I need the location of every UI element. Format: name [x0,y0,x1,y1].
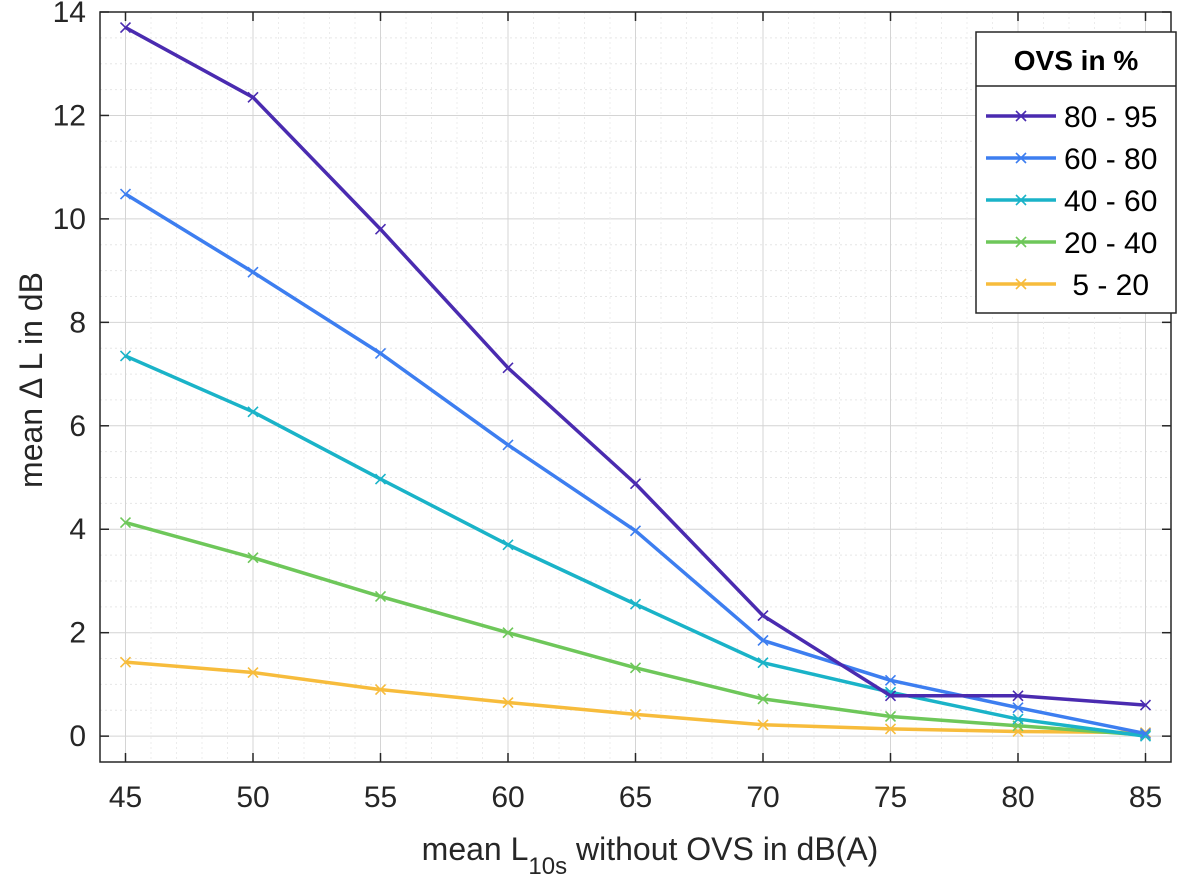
data-point-marker [1139,699,1152,711]
data-point-marker [757,634,769,647]
legend-item: 80 - 95 [986,101,1157,134]
legend-item: 5 - 20 [986,269,1149,302]
x-tick-label: 45 [109,781,142,814]
x-axis-label-rest: without OVS in dB(A) [567,831,878,867]
x-tick-label: 60 [491,781,524,814]
data-point-marker [629,478,642,490]
data-point-marker [374,223,387,235]
legend-title: OVS in % [1014,45,1139,76]
data-point-marker [1139,727,1152,740]
x-tick-label: 65 [619,781,652,814]
legend-item: 40 - 60 [986,185,1157,218]
data-point-marker [629,525,642,537]
data-point-marker [884,710,897,723]
legend-swatch-marker [1015,278,1027,290]
data-point-marker [629,708,642,720]
series-5-20 [119,656,1152,739]
x-tick-label: 80 [1001,781,1034,814]
data-point-marker [1012,702,1024,714]
axis-ticks: 0 2 4 6 8 10 12 14 45 50 55 60 65 70 75 80 85 [53,0,1171,814]
y-tick-label: 10 [53,203,86,236]
y-tick-label: 0 [69,720,86,753]
y-tick-label: 4 [69,513,86,546]
legend-label: 20 - 40 [1064,227,1157,260]
data-point-marker [247,406,259,418]
data-point-marker [502,539,514,551]
x-tick-label: 70 [746,781,779,814]
data-point-marker [884,723,897,735]
data-point-marker [502,627,514,639]
data-point-marker [1012,713,1024,725]
legend: OVS in % 80 - 95 60 - 80 40 - 60 20 - 40 5 … [975,31,1177,314]
data-point-marker [757,693,769,705]
data-point-marker [247,552,259,564]
data-point-marker [119,656,132,668]
data-point-marker [1012,690,1024,702]
data-point-marker [884,674,897,686]
x-axis-label-main: mean L [422,831,529,867]
data-point-marker [757,719,769,731]
series-60-80 [119,188,1152,740]
data-point-marker [119,188,132,200]
data-point-marker [502,696,514,709]
data-point-marker [119,350,132,362]
x-axis-label: mean L10s without OVS in dB(A) [422,831,879,880]
x-tick-label: 55 [364,781,397,814]
data-point-marker [374,473,387,485]
data-point-marker [757,610,769,622]
data-point-marker [374,347,387,359]
legend-swatch-marker [1015,194,1027,206]
x-tick-label: 50 [236,781,269,814]
legend-items: 80 - 95 60 - 80 40 - 60 20 - 40 5 - 20 [986,101,1157,302]
legend-label: 60 - 80 [1064,143,1157,176]
data-point-marker [119,516,132,529]
data-point-marker [374,590,387,603]
data-point-marker [119,21,132,34]
data-point-marker [247,91,259,103]
legend-swatch-marker [1015,236,1027,248]
data-point-marker [247,666,259,679]
x-tick-label: 85 [1129,781,1162,814]
legend-item: 60 - 80 [986,143,1157,176]
series-group [119,21,1152,742]
y-tick-label: 2 [69,617,86,650]
y-tick-label: 12 [53,99,86,132]
legend-label: 5 - 20 [1064,269,1149,302]
x-axis-label-subscript: 10s [528,853,567,880]
data-point-marker [757,657,769,669]
legend-item: 20 - 40 [986,227,1157,260]
legend-swatch-marker [1015,152,1027,164]
legend-label: 40 - 60 [1064,185,1157,218]
data-point-marker [374,684,387,696]
y-tick-label: 6 [69,410,86,443]
data-point-marker [502,439,514,451]
y-axis-label: mean Δ L in dB [13,272,49,488]
y-tick-label: 14 [53,0,86,29]
legend-box [975,31,1177,314]
data-point-marker [247,266,259,278]
x-tick-label: 75 [874,781,907,814]
data-point-marker [629,662,642,674]
legend-label: 80 - 95 [1064,101,1157,134]
data-point-marker [629,598,642,610]
legend-swatch-marker [1015,110,1027,122]
y-tick-label: 8 [69,306,86,339]
series-80-95 [119,21,1152,711]
data-point-marker [502,362,514,374]
data-point-marker [884,690,897,702]
